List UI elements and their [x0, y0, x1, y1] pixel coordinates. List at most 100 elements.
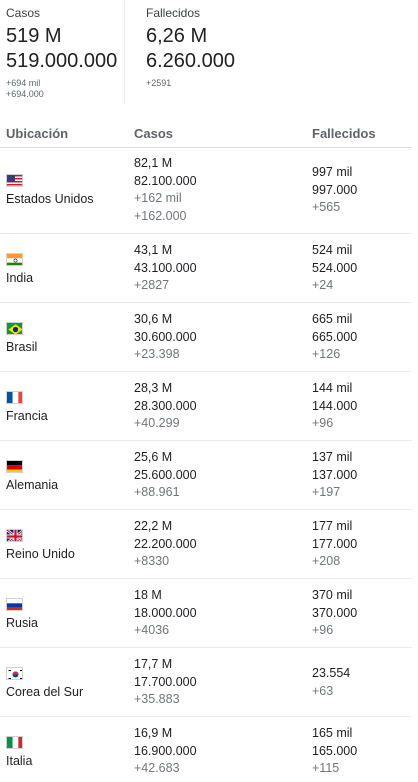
kr-flag-icon [6, 667, 23, 680]
deaths-short: 144 mil [312, 381, 353, 395]
row-divider [0, 716, 412, 717]
cases-new: +4036 [134, 623, 170, 637]
table-row[interactable]: Reino Unido 22,2 M 22.200.000 +8330 177 … [0, 510, 418, 579]
table-row[interactable]: Francia 28,3 M 28.300.000 +40.299 144 mi… [0, 372, 418, 441]
deaths-cell: 665 mil 665.000 +126 [312, 311, 357, 364]
cases-new-short: +162 mil [134, 191, 182, 205]
header-location[interactable]: Ubicación [6, 126, 69, 141]
cases-full: 16.900.000 [134, 743, 197, 758]
deaths-short: 524 mil [312, 243, 353, 257]
row-divider [0, 371, 412, 372]
cases-new: +35.883 [134, 692, 180, 706]
cases-new: +8330 [134, 554, 170, 568]
deaths-full: 665.000 [312, 329, 358, 344]
summary-cases-new-short: +694 mil [6, 78, 41, 88]
cases-short: 28,3 M [134, 381, 173, 395]
deaths-short: 665 mil [312, 312, 353, 326]
cases-short: 16,9 M [134, 726, 173, 740]
deaths-cell: 165 mil 165.000 +115 [312, 725, 357, 778]
cases-new-full: +162.000 [134, 208, 187, 223]
table-row[interactable]: Estados Unidos 82,1 M 82.100.000 +162 mi… [0, 148, 418, 234]
country-name: Francia [6, 409, 48, 423]
summary-cases-new-full: +694.000 [6, 89, 44, 99]
table-row[interactable]: Alemania 25,6 M 25.600.000 +88.961 137 m… [0, 441, 418, 510]
country-name: Italia [6, 754, 33, 768]
country-name: Estados Unidos [6, 192, 94, 206]
cases-full: 17.700.000 [134, 674, 197, 689]
cases-short: 18 M [134, 588, 162, 602]
cases-cell: 25,6 M 25.600.000 +88.961 [134, 449, 197, 502]
cases-new: +88.961 [134, 485, 180, 499]
cases-new: +23.398 [134, 347, 180, 361]
cases-full: 18.000.000 [134, 605, 197, 620]
summary-deaths-label: Fallecidos [146, 6, 201, 20]
table-row[interactable]: Brasil 30,6 M 30.600.000 +23.398 665 mil… [0, 303, 418, 372]
header-deaths[interactable]: Fallecidos [312, 126, 376, 141]
cases-cell: 43,1 M 43.100.000 +2827 [134, 242, 197, 295]
deaths-cell: 370 mil 370.000 +96 [312, 587, 357, 640]
br-flag-icon [6, 322, 23, 335]
summary-cases-short: 519 M [6, 25, 62, 47]
cases-short: 25,6 M [134, 450, 173, 464]
cases-cell: 30,6 M 30.600.000 +23.398 [134, 311, 197, 364]
table-header: Ubicación Casos Fallecidos [0, 122, 418, 146]
cases-full: 28.300.000 [134, 398, 197, 413]
summary-cases-full: 519.000.000 [6, 50, 118, 72]
deaths-new: +115 [312, 761, 340, 775]
country-name: India [6, 271, 34, 285]
deaths-new: +96 [312, 416, 334, 430]
de-flag-icon [6, 460, 23, 473]
deaths-cell: 137 mil 137.000 +197 [312, 449, 357, 502]
gb-flag-icon [6, 529, 23, 542]
deaths-short: 137 mil [312, 450, 353, 464]
deaths-new: +24 [312, 278, 334, 292]
cases-cell: 18 M 18.000.000 +4036 [134, 587, 197, 640]
deaths-cell: 177 mil 177.000 +208 [312, 518, 357, 571]
table-row[interactable]: Corea del Sur 17,7 M 17.700.000 +35.883 … [0, 648, 418, 717]
deaths-full: 177.000 [312, 536, 358, 551]
deaths-full: 137.000 [312, 467, 358, 482]
deaths-short: 177 mil [312, 519, 353, 533]
country-name: Reino Unido [6, 547, 75, 561]
deaths-full: 23.554 [312, 666, 351, 680]
cases-short: 82,1 M [134, 156, 173, 170]
row-divider [0, 578, 412, 579]
summary-cases: Casos 519 M 519.000.000 +694 mil +694.00… [6, 6, 117, 100]
deaths-new: +63 [312, 683, 334, 698]
us-flag-icon [6, 174, 23, 187]
deaths-new: +208 [312, 554, 341, 568]
summary-panel: Casos 519 M 519.000.000 +694 mil +694.00… [0, 0, 418, 110]
row-divider [0, 647, 412, 648]
cases-short: 17,7 M [134, 657, 173, 671]
row-divider [0, 509, 412, 510]
fr-flag-icon [6, 391, 23, 404]
cases-short: 30,6 M [134, 312, 173, 326]
deaths-new: +197 [312, 485, 341, 499]
country-name: Alemania [6, 478, 59, 492]
deaths-short: 165 mil [312, 726, 353, 740]
cases-new: +2827 [134, 278, 170, 292]
table-row[interactable]: India 43,1 M 43.100.000 +2827 524 mil 52… [0, 234, 418, 303]
table-row[interactable]: Italia 16,9 M 16.900.000 +42.683 165 mil… [0, 717, 418, 782]
deaths-full: 997.000 [312, 182, 358, 197]
header-cases[interactable]: Casos [134, 126, 174, 141]
cases-full: 82.100.000 [134, 173, 197, 188]
cases-full: 30.600.000 [134, 329, 197, 344]
cases-new: +42.683 [134, 761, 180, 775]
cases-cell: 22,2 M 22.200.000 +8330 [134, 518, 197, 571]
deaths-full: 144.000 [312, 398, 358, 413]
header-divider [0, 147, 412, 148]
table-row[interactable]: Rusia 18 M 18.000.000 +4036 370 mil 370.… [0, 579, 418, 648]
ru-flag-icon [6, 598, 23, 611]
deaths-cell: 23.554 +63 [312, 665, 350, 700]
it-flag-icon [6, 736, 23, 749]
row-divider [0, 302, 412, 303]
country-name: Rusia [6, 616, 38, 630]
in-flag-icon [6, 253, 23, 266]
deaths-full: 524.000 [312, 260, 358, 275]
deaths-short: 370 mil [312, 588, 353, 602]
summary-deaths-short: 6,26 M [146, 25, 208, 47]
cases-cell: 17,7 M 17.700.000 +35.883 [134, 656, 197, 709]
cases-cell: 82,1 M 82.100.000 +162 mil +162.000 [134, 155, 197, 225]
cases-short: 43,1 M [134, 243, 173, 257]
